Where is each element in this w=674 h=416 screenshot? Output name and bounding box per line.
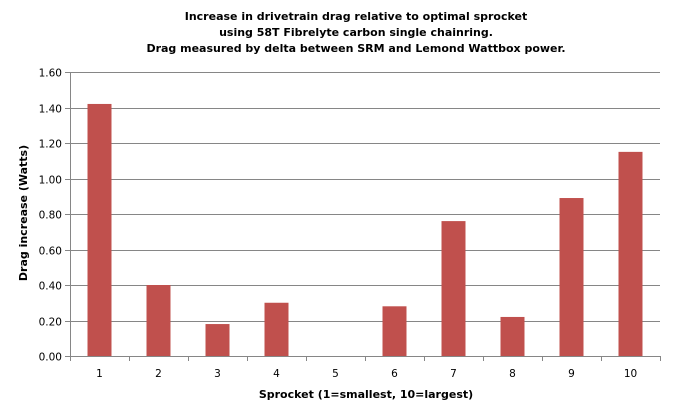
x-tick-label: 6 xyxy=(391,368,398,380)
bar-sprocket-2 xyxy=(146,285,171,356)
chart-title-line-2: using 58T Fibrelyte carbon single chainr… xyxy=(219,26,493,39)
x-tick-label: 5 xyxy=(332,368,339,380)
y-tick-label: 1.60 xyxy=(39,68,62,80)
chart-title: Increase in drivetrain drag relative to … xyxy=(146,10,565,55)
bar-sprocket-4 xyxy=(264,302,289,356)
x-tick-label: 4 xyxy=(273,368,280,380)
x-tick-label: 3 xyxy=(214,368,221,380)
bar-sprocket-6 xyxy=(382,306,407,356)
bar-sprocket-10 xyxy=(618,151,643,356)
x-tick-label: 8 xyxy=(509,368,516,380)
y-axis-label: Drag increase (Watts) xyxy=(17,145,30,281)
y-tick-label: 0.60 xyxy=(39,246,62,258)
x-tick-label: 2 xyxy=(155,368,162,380)
bar-sprocket-9 xyxy=(559,198,584,356)
x-axis-label: Sprocket (1=smallest, 10=largest) xyxy=(259,388,473,401)
bars xyxy=(87,103,643,356)
y-tick-label: 0.80 xyxy=(39,210,62,222)
y-tick-label: 1.00 xyxy=(39,175,62,187)
bar-sprocket-8 xyxy=(500,316,525,356)
bar-sprocket-1 xyxy=(87,103,112,356)
x-tick-label: 10 xyxy=(624,368,637,380)
y-axis-ticks: 0.00 0.20 0.40 0.60 0.80 1.00 1.20 1.40 1.60 xyxy=(39,68,70,364)
y-tick-label: 1.40 xyxy=(39,104,62,116)
bar-sprocket-7 xyxy=(441,221,466,356)
y-tick-label: 0.40 xyxy=(39,281,62,293)
x-axis: 1 2 3 4 5 6 7 8 9 10 xyxy=(70,72,661,380)
chart-title-line-3: Drag measured by delta between SRM and L… xyxy=(146,42,565,55)
x-tick-label: 1 xyxy=(96,368,103,380)
x-tick-label: 9 xyxy=(568,368,575,380)
y-tick-label: 0.00 xyxy=(39,352,62,364)
chart-title-line-1: Increase in drivetrain drag relative to … xyxy=(185,10,528,23)
y-tick-label: 0.20 xyxy=(39,317,62,329)
y-tick-label: 1.20 xyxy=(39,139,62,151)
x-tick-label: 7 xyxy=(450,368,457,380)
bar-sprocket-3 xyxy=(205,324,230,356)
